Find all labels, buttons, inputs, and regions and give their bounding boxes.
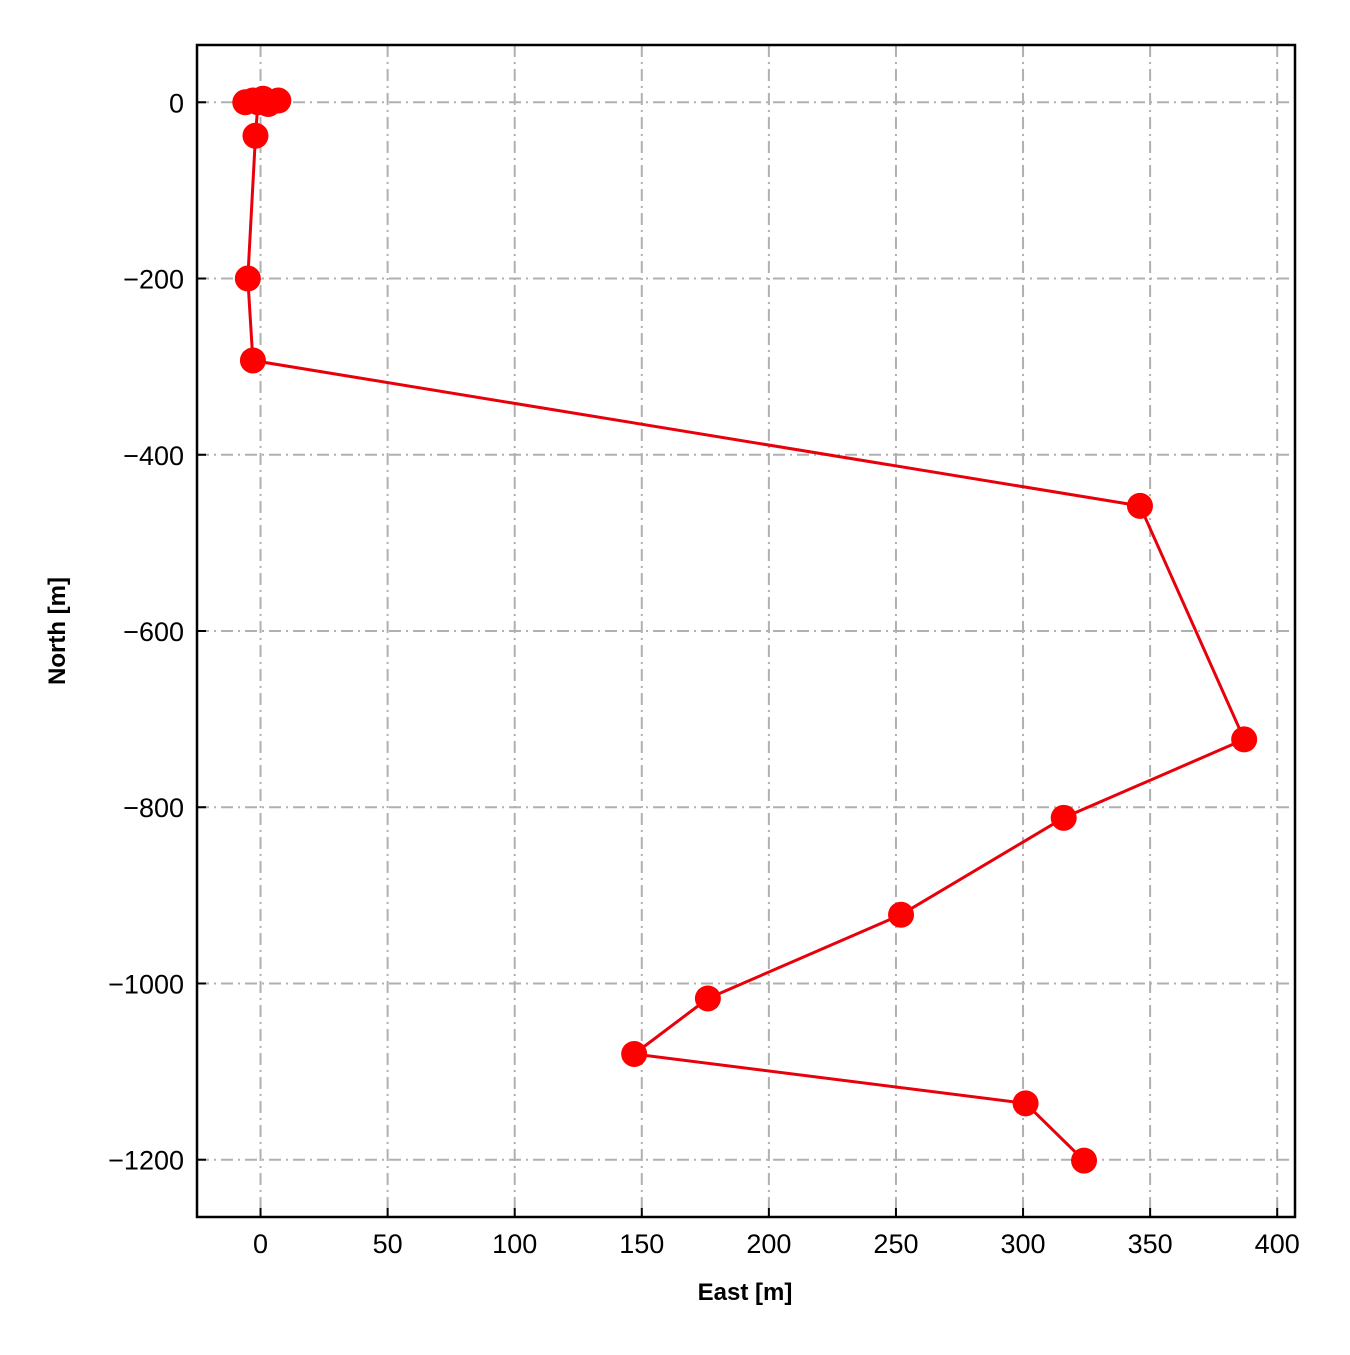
trajectory-point: [1126, 492, 1153, 519]
data-layer: [232, 85, 1258, 1174]
trajectory-point: [1012, 1090, 1039, 1117]
trajectory-point: [242, 122, 269, 149]
trajectory-point: [1050, 804, 1077, 831]
x-tick-label: 150: [619, 1229, 664, 1259]
plot-frame: [195, 43, 1297, 1219]
x-tick-label: 400: [1255, 1229, 1300, 1259]
x-tick-label: 100: [492, 1229, 537, 1259]
trajectory-point: [239, 347, 266, 374]
y-tick-label: −600: [123, 617, 184, 647]
grid-layer: [197, 45, 1295, 1217]
trajectory-line: [244, 97, 1246, 1162]
y-tick-label: 0: [169, 88, 184, 118]
x-tick-label: 200: [746, 1229, 791, 1259]
trajectory-point: [1231, 726, 1258, 753]
y-tick-label: −400: [123, 441, 184, 471]
y-tick-label: −200: [123, 265, 184, 295]
trajectory-point: [245, 89, 271, 116]
y-tick-label: −1000: [108, 969, 184, 999]
trajectory-point: [1071, 1147, 1098, 1174]
y-tick-label: −800: [123, 793, 184, 823]
x-tick-label: 50: [373, 1229, 403, 1259]
x-axis-label: East [m]: [698, 1279, 793, 1306]
trajectory-point: [694, 985, 721, 1012]
tick-layer: 0 50 100 150 200 250 300 350 400 0 −200 −400 −600 −80…: [108, 88, 1300, 1259]
trajectory-point: [234, 265, 261, 292]
x-tick-label: 350: [1128, 1229, 1173, 1259]
trajectory-point: [621, 1040, 648, 1067]
x-tick-label: 250: [873, 1229, 918, 1259]
y-axis-label: North [m]: [44, 577, 71, 685]
x-tick-label: 300: [1001, 1229, 1046, 1259]
x-tick-label: 0: [253, 1229, 268, 1259]
y-tick-label: −1200: [108, 1146, 184, 1176]
trajectory-point: [888, 901, 915, 928]
